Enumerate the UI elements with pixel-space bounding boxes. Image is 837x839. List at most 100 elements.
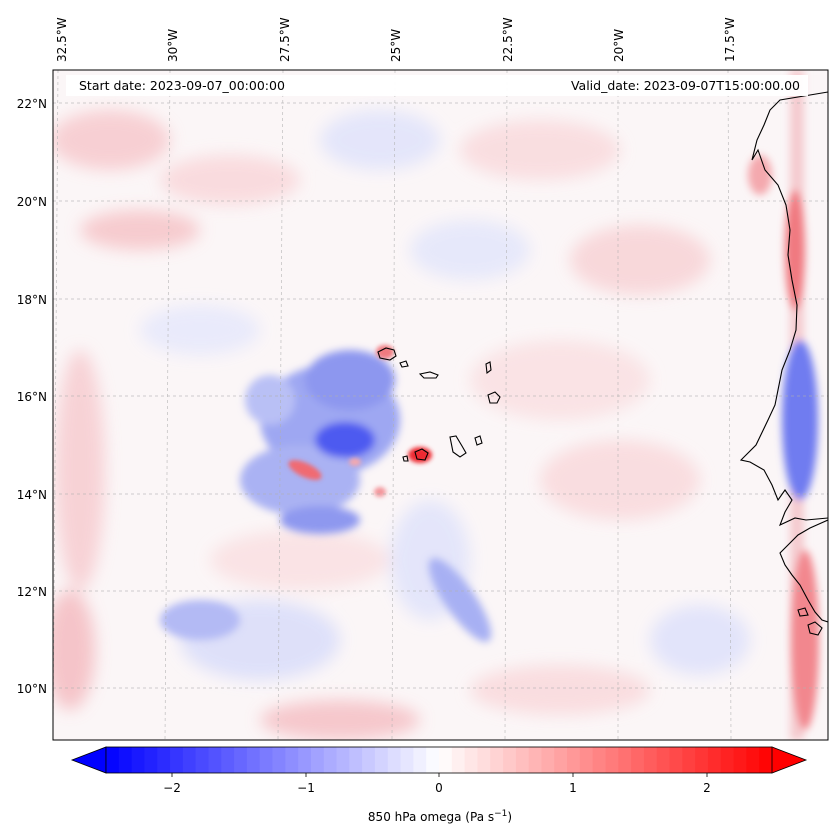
colorbar-step bbox=[208, 747, 222, 773]
colorbar-step bbox=[374, 747, 389, 773]
coastlines bbox=[739, 91, 828, 636]
valid-date-label: Valid_date: 2023-09-07T15:00:00.00 bbox=[571, 78, 800, 93]
colorbar-step bbox=[349, 747, 363, 773]
colorbar-step bbox=[439, 747, 453, 773]
colorbar-step bbox=[182, 747, 197, 773]
lon-label-27-5w: 27.5°W bbox=[278, 17, 292, 62]
lon-label-32-5w: 32.5°W bbox=[55, 17, 69, 62]
colorbar-label-sup: −1 bbox=[494, 809, 507, 819]
colorbar-step bbox=[259, 747, 274, 773]
colorbar: −2 −1 0 1 2 850 hPa omega (Pa s−1) bbox=[70, 746, 808, 824]
colorbar-step bbox=[272, 747, 286, 773]
colorbar-step bbox=[592, 747, 607, 773]
colorbar-step bbox=[477, 747, 491, 773]
colorbar-step bbox=[579, 747, 594, 773]
colorbar-step bbox=[221, 747, 235, 773]
colorbar-step bbox=[567, 747, 581, 773]
colorbar-step bbox=[490, 747, 504, 773]
island-boa-vista bbox=[487, 391, 501, 404]
colorbar-step bbox=[541, 747, 555, 773]
colorbar-step bbox=[170, 747, 184, 773]
colorbar-step bbox=[426, 747, 440, 773]
colorbar-step bbox=[118, 747, 133, 773]
island-brava bbox=[402, 455, 409, 462]
cb-tick-label-0: 0 bbox=[435, 781, 443, 795]
colorbar-step bbox=[669, 747, 683, 773]
colorbar-step bbox=[682, 747, 696, 773]
lat-label-12n: 12°N bbox=[17, 585, 47, 599]
island-sal bbox=[485, 361, 492, 375]
colorbar-step bbox=[656, 747, 671, 773]
colorbar-step bbox=[643, 747, 658, 773]
colorbar-step bbox=[323, 747, 338, 773]
colorbar-step bbox=[759, 747, 773, 773]
colorbar-label: 850 hPa omega (Pa s−1) bbox=[368, 809, 512, 824]
map-panel bbox=[53, 70, 828, 740]
lon-label-22-5w: 22.5°W bbox=[501, 17, 515, 62]
colorbar-step bbox=[451, 747, 466, 773]
colorbar-step bbox=[746, 747, 760, 773]
colorbar-step bbox=[464, 747, 479, 773]
colorbar-step bbox=[707, 747, 722, 773]
lat-label-20n: 20°N bbox=[17, 195, 47, 209]
colorbar-step bbox=[503, 747, 517, 773]
cb-tick-label-neg2: −2 bbox=[163, 781, 181, 795]
omega-field bbox=[53, 70, 819, 740]
lon-label-30w: 30°W bbox=[166, 29, 180, 62]
lat-label-10n: 10°N bbox=[17, 682, 47, 696]
cb-tick-label-2: 2 bbox=[703, 781, 711, 795]
lon-label-17-5w: 17.5°W bbox=[723, 17, 737, 62]
island-fogo bbox=[414, 448, 429, 461]
colorbar-gradient bbox=[106, 747, 773, 773]
bissagos-islands bbox=[797, 607, 823, 636]
colorbar-step bbox=[695, 747, 709, 773]
cb-tick-label-neg1: −1 bbox=[297, 781, 315, 795]
colorbar-label-close: ) bbox=[507, 810, 512, 824]
start-date-label: Start date: 2023-09-07_00:00:00 bbox=[79, 78, 285, 93]
map-frame bbox=[52, 69, 829, 741]
colorbar-step bbox=[106, 747, 120, 773]
colorbar-step bbox=[157, 747, 171, 773]
colorbar-step bbox=[310, 747, 325, 773]
longitude-axis: 32.5°W 30°W 27.5°W 25°W 22.5°W 20°W 17.5… bbox=[55, 17, 737, 62]
colorbar-step bbox=[387, 747, 402, 773]
cb-tick-label-1: 1 bbox=[569, 781, 577, 795]
colorbar-label-main: 850 hPa omega (Pa s bbox=[368, 810, 494, 824]
lat-label-16n: 16°N bbox=[17, 390, 47, 404]
cape-verde-islands bbox=[377, 347, 501, 462]
colorbar-step bbox=[234, 747, 248, 773]
colorbar-step bbox=[720, 747, 735, 773]
gridlines bbox=[53, 70, 828, 740]
colorbar-step bbox=[528, 747, 543, 773]
colorbar-step bbox=[733, 747, 747, 773]
latitude-axis: 22°N 20°N 18°N 16°N 14°N 12°N 10°N bbox=[17, 97, 47, 696]
colorbar-step bbox=[618, 747, 632, 773]
lat-label-22n: 22°N bbox=[17, 97, 47, 111]
colorbar-step bbox=[195, 747, 210, 773]
colorbar-step bbox=[400, 747, 414, 773]
island-santo-antao bbox=[377, 347, 397, 361]
island-sao-vicente bbox=[399, 360, 409, 368]
lat-label-14n: 14°N bbox=[17, 488, 47, 502]
colorbar-high-extend bbox=[771, 746, 808, 774]
africa-coastline-south bbox=[779, 519, 828, 623]
colorbar-step bbox=[298, 747, 312, 773]
colorbar-low-extend bbox=[70, 746, 107, 774]
island-sao-nicolau bbox=[418, 371, 439, 379]
colorbar-step bbox=[515, 747, 530, 773]
lon-label-20w: 20°W bbox=[612, 29, 626, 62]
colorbar-step bbox=[554, 747, 568, 773]
colorbar-step bbox=[336, 747, 350, 773]
lat-label-18n: 18°N bbox=[17, 293, 47, 307]
colorbar-ticks bbox=[171, 773, 708, 777]
colorbar-step bbox=[285, 747, 299, 773]
island-maio bbox=[474, 435, 483, 446]
africa-coastline bbox=[739, 91, 828, 527]
colorbar-step bbox=[605, 747, 619, 773]
colorbar-step bbox=[413, 747, 427, 773]
island-santiago bbox=[449, 435, 467, 458]
colorbar-step bbox=[362, 747, 376, 773]
colorbar-step bbox=[246, 747, 261, 773]
lon-label-25w: 25°W bbox=[389, 29, 403, 62]
